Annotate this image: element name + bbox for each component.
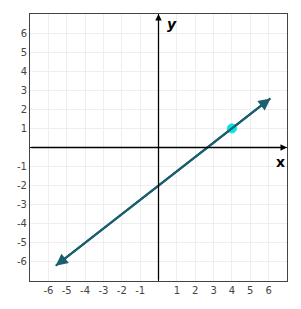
- svg-text:-3: -3: [98, 285, 108, 296]
- svg-text:4: 4: [21, 66, 27, 77]
- svg-text:-1: -1: [17, 161, 27, 172]
- svg-text:-4: -4: [17, 218, 27, 229]
- svg-text:-4: -4: [80, 285, 90, 296]
- svg-text:5: 5: [21, 47, 27, 58]
- svg-text:-2: -2: [117, 285, 127, 296]
- svg-text:x: x: [276, 154, 285, 170]
- svg-text:2: 2: [21, 104, 27, 115]
- svg-text:-6: -6: [17, 256, 27, 267]
- svg-text:-6: -6: [43, 285, 53, 296]
- svg-text:6: 6: [21, 28, 27, 39]
- svg-text:4: 4: [229, 285, 235, 296]
- svg-text:2: 2: [192, 285, 198, 296]
- svg-text:-3: -3: [17, 199, 27, 210]
- svg-text:y: y: [167, 16, 177, 32]
- svg-text:5: 5: [247, 285, 253, 296]
- svg-text:3: 3: [210, 285, 216, 296]
- svg-text:-5: -5: [17, 237, 27, 248]
- svg-text:-2: -2: [17, 180, 27, 191]
- svg-text:-1: -1: [135, 285, 145, 296]
- svg-text:6: 6: [265, 285, 271, 296]
- svg-text:3: 3: [21, 85, 27, 96]
- svg-text:1: 1: [174, 285, 180, 296]
- svg-text:-5: -5: [62, 285, 72, 296]
- svg-text:1: 1: [21, 123, 27, 134]
